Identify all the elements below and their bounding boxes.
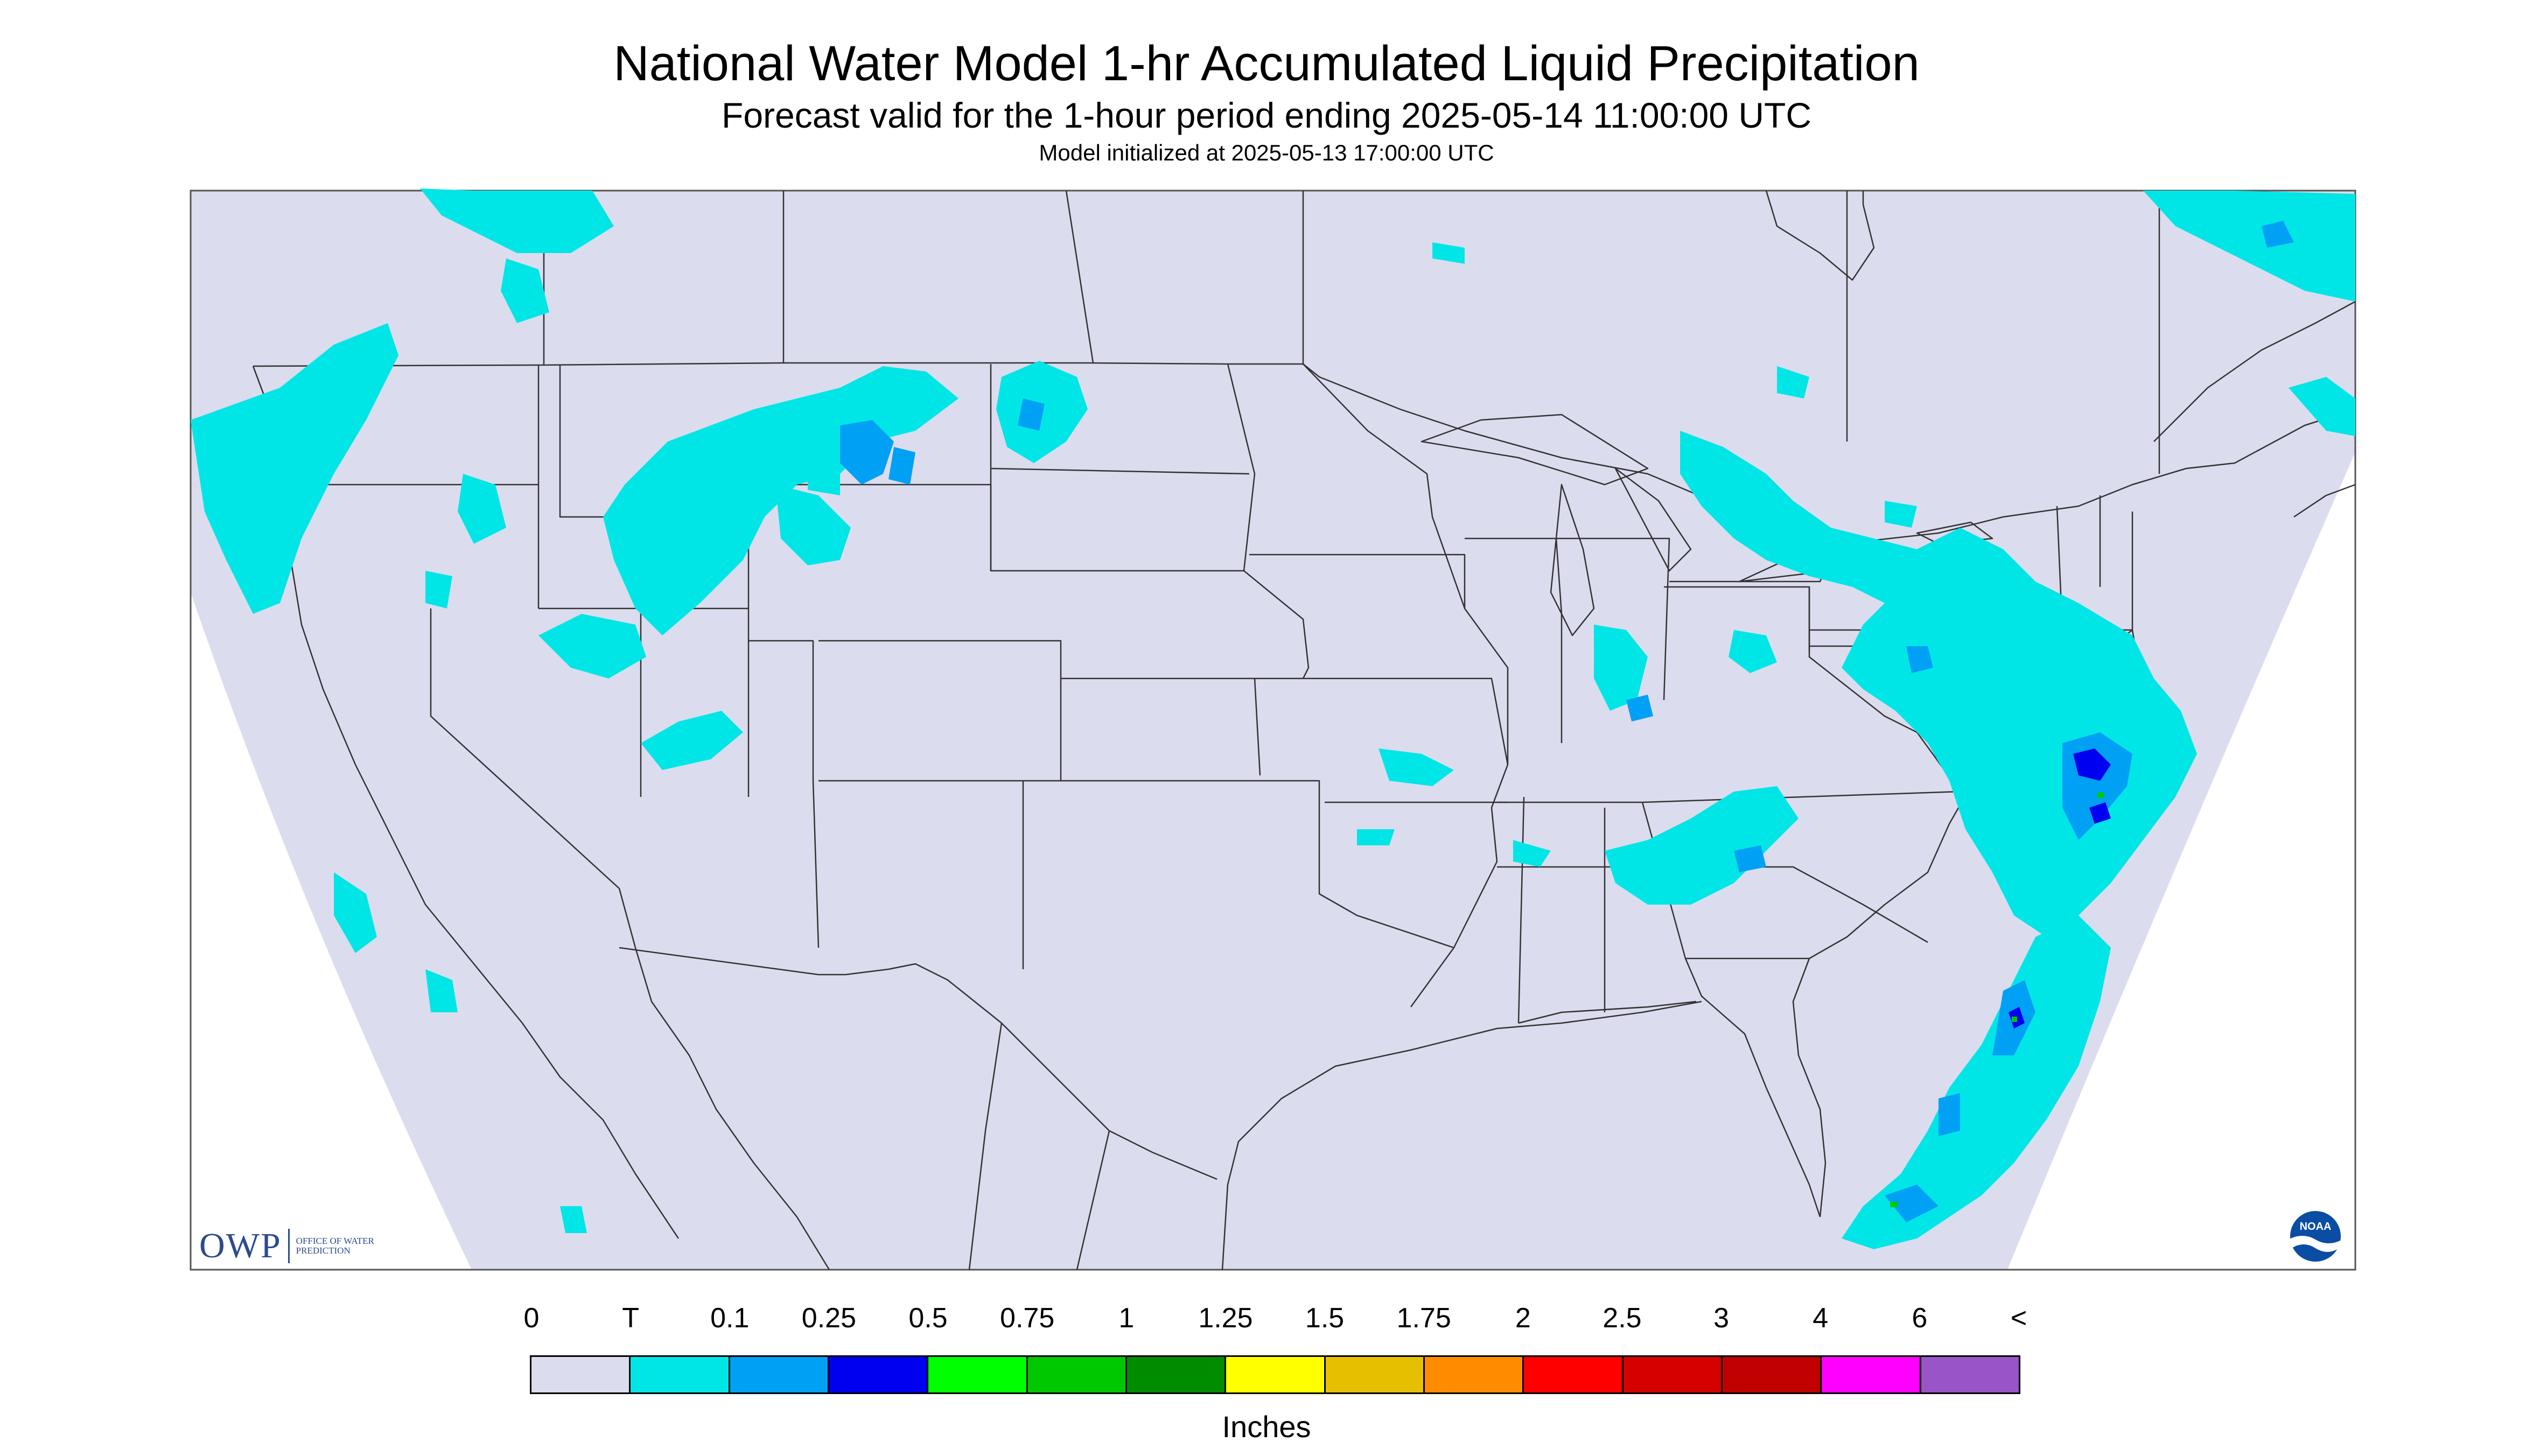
legend-tick-label: 2 xyxy=(1515,1303,1531,1334)
legend-tick-label: 1.5 xyxy=(1305,1303,1345,1334)
forecast-valid-subtitle: Forecast valid for the 1-hour period end… xyxy=(722,95,1811,135)
legend-swatch xyxy=(829,1357,929,1392)
legend-swatch xyxy=(1126,1357,1227,1392)
legend-tick-label: T xyxy=(622,1303,640,1334)
mexico-border xyxy=(619,947,1217,1270)
legend-tick-label: 1 xyxy=(1118,1303,1135,1334)
legend-swatch xyxy=(1921,1357,2019,1392)
legend-swatch xyxy=(1822,1357,1921,1392)
svg-text:NOAA: NOAA xyxy=(2300,1221,2332,1233)
legend-swatch xyxy=(1226,1357,1326,1392)
legend-tick-label: 3 xyxy=(1713,1303,1730,1334)
owp-logo-subtext: OFFICE OF WATER PREDICTION xyxy=(296,1236,374,1256)
legend-colorbar xyxy=(530,1355,2020,1394)
owp-logo: OWP OFFICE OF WATER PREDICTION xyxy=(199,1226,377,1266)
map-title: National Water Model 1-hr Accumulated Li… xyxy=(613,36,1920,91)
gulf-coast xyxy=(1221,1000,1702,1270)
legend-swatch xyxy=(928,1357,1028,1392)
owp-logo-divider xyxy=(288,1229,290,1263)
legend-tick-label: 0.5 xyxy=(908,1303,948,1334)
noaa-logo: NOAA xyxy=(2287,1208,2344,1269)
legend-swatch xyxy=(1722,1357,1822,1392)
model-init-label: Model initialized at 2025-05-13 17:00:00… xyxy=(1039,140,1494,165)
precip-green xyxy=(1890,793,2104,1207)
legend-swatch xyxy=(1027,1357,1127,1392)
legend-tick-label: 0.1 xyxy=(710,1303,750,1334)
precip-blue xyxy=(2009,748,2111,1028)
legend-swatch xyxy=(1325,1357,1425,1392)
legend-tick-label: 6 xyxy=(1912,1303,1928,1334)
legend-units-label: Inches xyxy=(1222,1410,1311,1444)
great-lakes xyxy=(1421,414,1993,636)
legend-swatch xyxy=(730,1357,829,1392)
legend-swatch xyxy=(1524,1357,1624,1392)
border-lines xyxy=(252,190,2356,1270)
legend-swatch xyxy=(1424,1357,1524,1392)
legend-tick-label: 4 xyxy=(1813,1303,1829,1334)
canada-us-border xyxy=(253,362,2356,545)
legend-swatch xyxy=(631,1357,730,1392)
legend-tick-label: < xyxy=(2010,1303,2027,1334)
legend-tick-label: 0.75 xyxy=(1000,1303,1055,1334)
legend-tick-label: 2.5 xyxy=(1603,1303,1642,1334)
owp-logo-text: OWP xyxy=(199,1226,282,1265)
legend-swatch xyxy=(1623,1357,1723,1392)
legend-tick-label: 1.75 xyxy=(1396,1303,1451,1334)
plains-states xyxy=(990,363,1509,1007)
legend-tick-label: 1.25 xyxy=(1198,1303,1253,1334)
james-bay xyxy=(1765,190,1875,281)
eastern-canada-coast xyxy=(2153,300,2356,518)
legend-swatch xyxy=(531,1357,631,1392)
legend-tick-label: 0 xyxy=(523,1303,540,1334)
legend-tick-label: 0.25 xyxy=(801,1303,856,1334)
province-lines xyxy=(543,190,2160,474)
